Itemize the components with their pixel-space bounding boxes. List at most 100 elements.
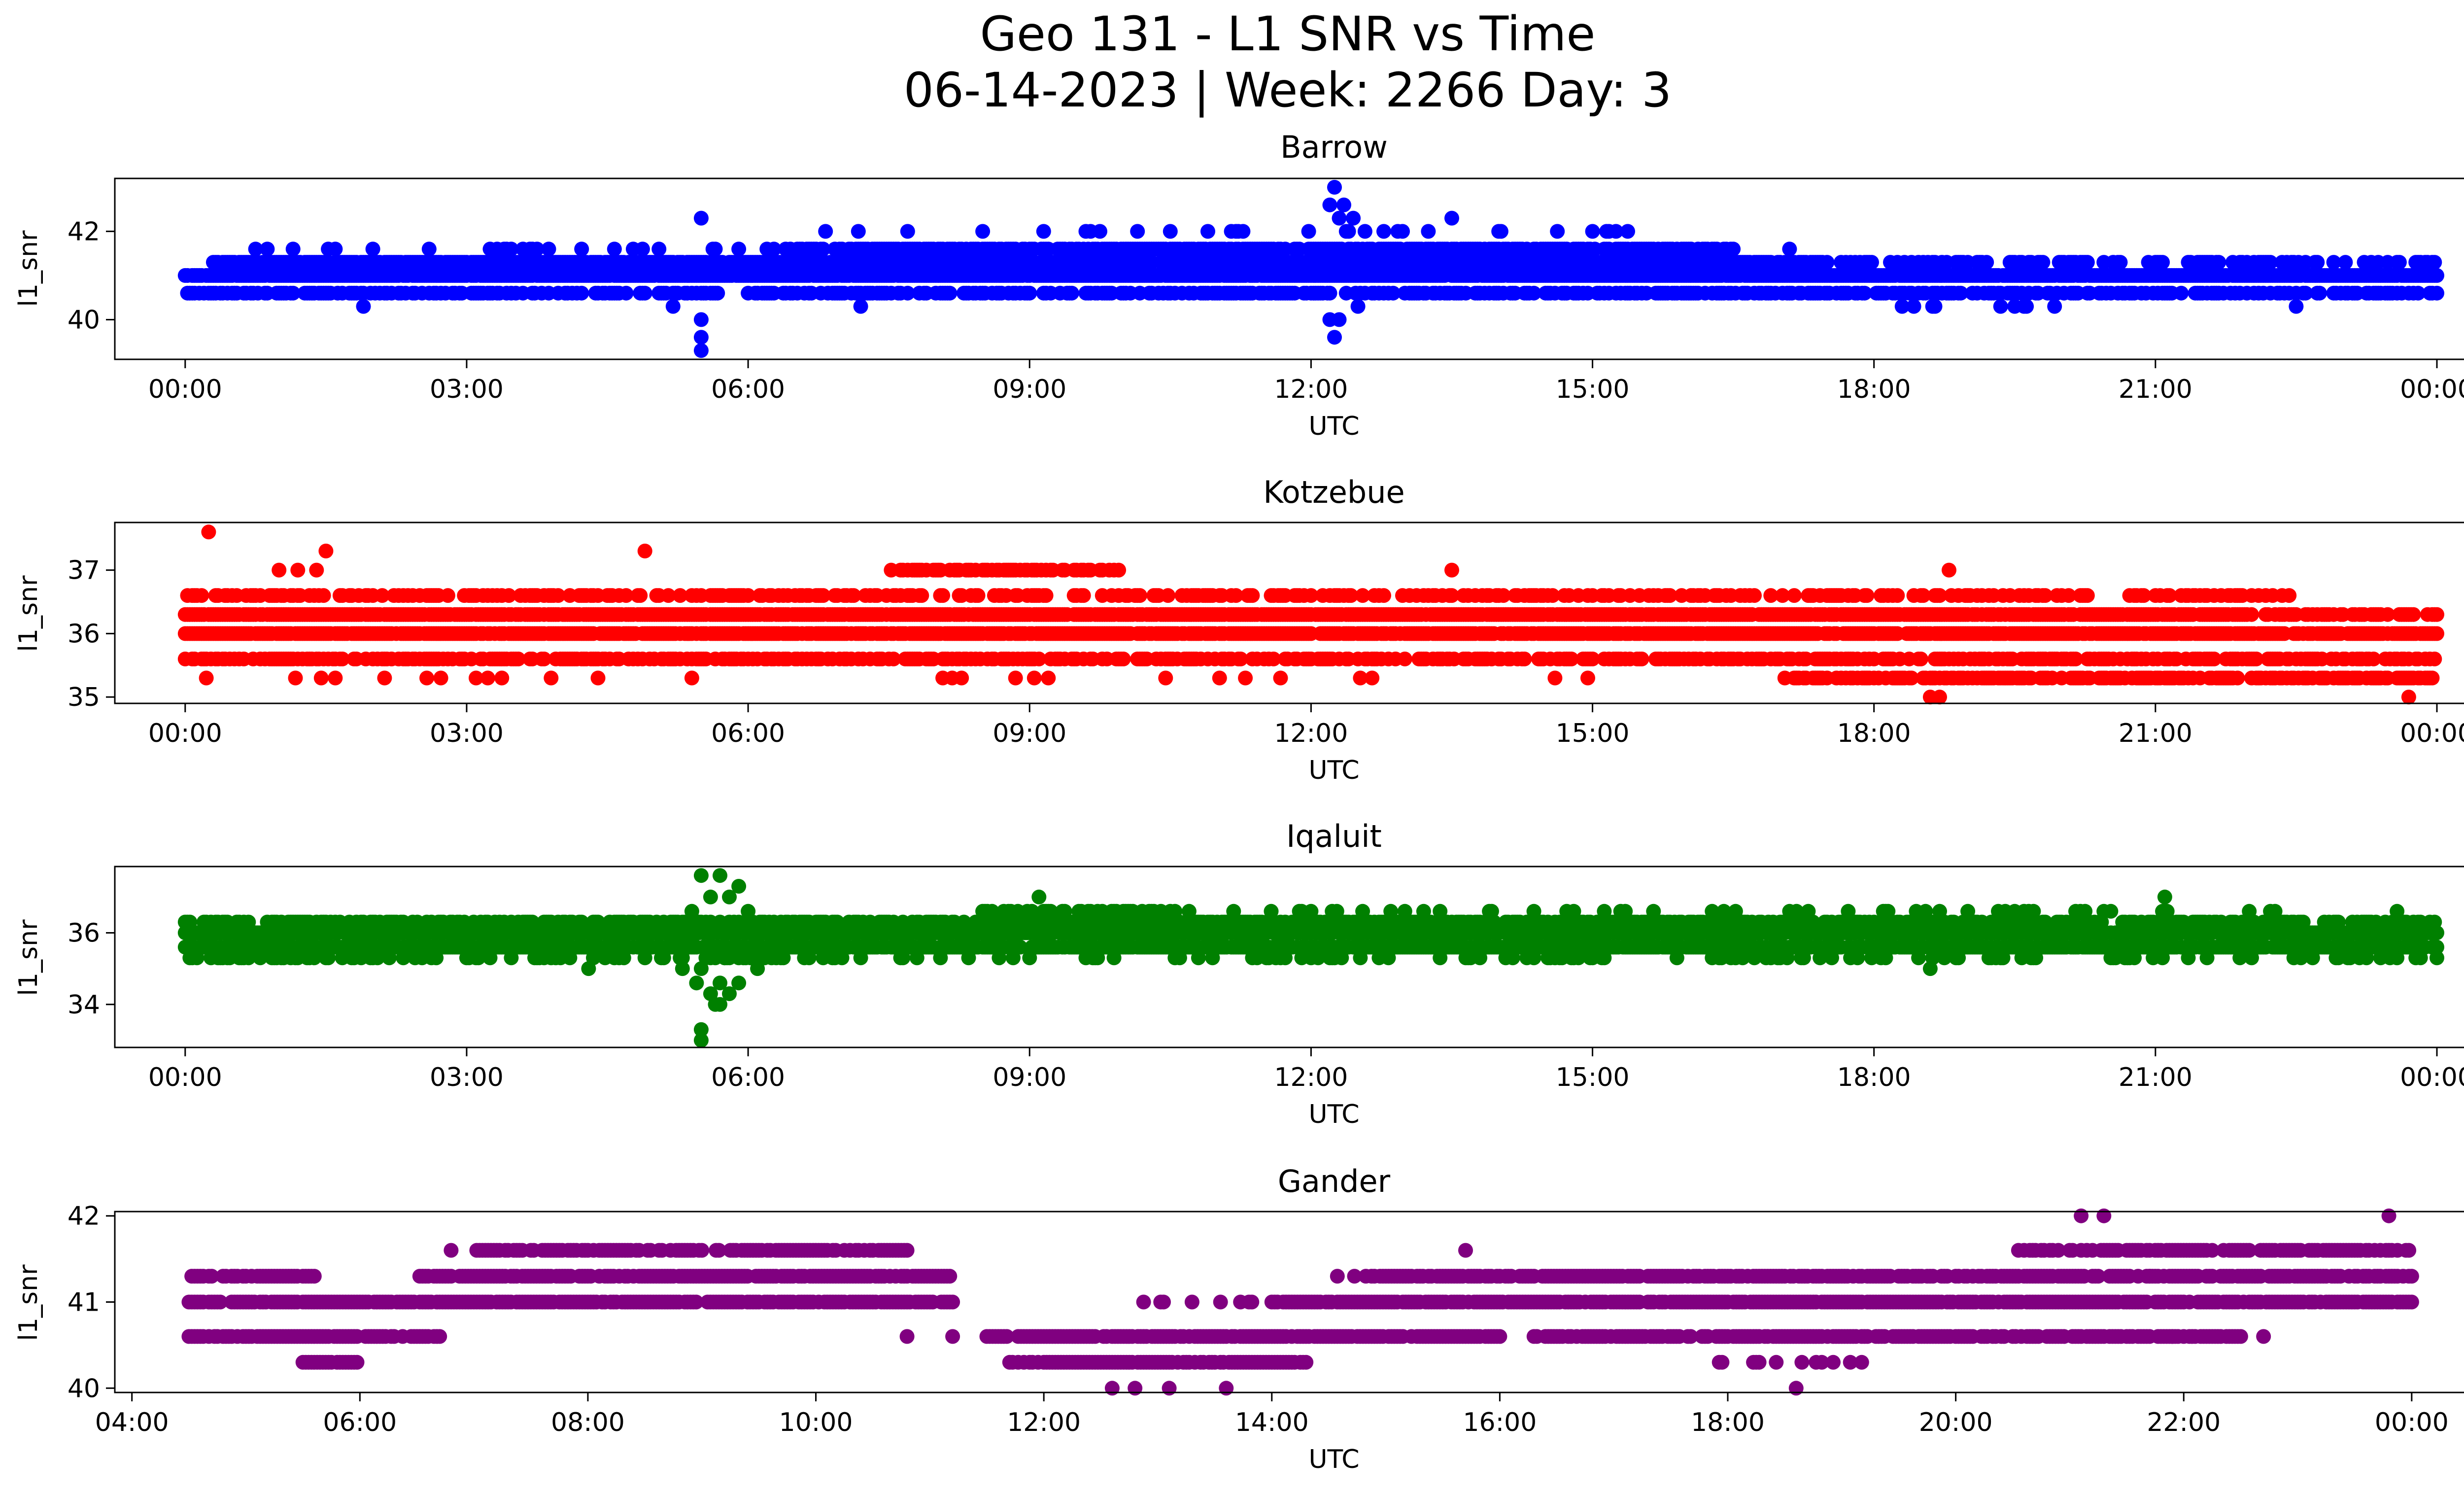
data-point [900,224,915,239]
data-point [1336,197,1351,212]
data-point [365,242,380,257]
data-point [2289,299,2304,314]
scatter-series [177,179,2444,358]
data-point [1376,224,1391,239]
data-point [1913,651,1928,666]
x-tick-label: 21:00 [2119,375,2192,404]
data-point [1726,242,1741,257]
scatter-series [177,524,2444,705]
data-point [1927,299,1943,314]
data-point [693,330,709,345]
data-point [1163,224,1178,239]
data-point [2430,607,2444,622]
data-point [818,224,833,239]
data-point [2430,626,2444,641]
data-point [635,242,650,257]
data-point [783,242,798,257]
data-point [693,210,709,226]
data-point [665,299,681,314]
data-point [607,242,622,257]
data-point [1550,224,1565,239]
data-point [970,588,986,603]
data-point [1585,224,1600,239]
x-tick-label: 03:00 [430,375,504,404]
data-point [421,242,437,257]
data-point [1022,285,1037,301]
x-tick-label: 18:00 [1837,375,1911,404]
data-point [2080,255,2095,270]
data-point [260,242,275,257]
data-point [2035,255,2051,270]
data-point [2427,255,2442,270]
data-point [1327,179,1342,195]
data-point [1397,651,1412,666]
data-point [1200,224,1215,239]
data-point [2310,255,2325,270]
x-tick-label: 15:00 [1556,375,1630,404]
data-point [1350,299,1366,314]
data-point [1327,330,1342,345]
data-point [1301,224,1316,239]
y-tick-label: 40 [68,305,100,335]
data-point [574,242,589,257]
x-tick-label: 06:00 [711,375,785,404]
data-point [693,312,709,327]
data-point [2017,299,2032,314]
data-point [2312,285,2327,301]
data-point [440,588,455,603]
data-point [693,343,709,358]
data-point [2406,607,2421,622]
data-point [2430,268,2444,283]
data-point [633,588,648,603]
x-tick-label: 12:00 [1274,375,1348,404]
subplot-title: Barrow [1280,129,1388,165]
data-point [2244,607,2259,622]
data-point [1116,651,1131,666]
data-point [1493,224,1508,239]
y-axis-label: l1_snr [14,575,43,652]
data-point [356,299,371,314]
data-point [285,242,301,257]
data-point [2113,255,2128,270]
data-point [316,588,331,603]
data-point [618,285,634,301]
subplot-barrow: Barrow l1_snr UTC 00:00 03:00 06:00 09:00 12… [14,129,2464,441]
data-point [637,285,652,301]
data-point [1235,224,1251,239]
data-point [1322,197,1337,212]
data-point [1038,588,1054,603]
data-point [1093,224,1107,239]
x-axis-label: UTC [1308,756,1359,785]
data-point [1620,224,1635,239]
data-point [1132,588,1147,603]
figure-title-line-2: 06-14-2023 | Week: 2266 Day: 3 [904,63,1672,118]
data-point [1894,299,1910,314]
data-point [2430,285,2444,301]
data-point [194,588,209,603]
data-point [541,242,556,257]
y-tick-label: 42 [68,217,100,246]
data-point [1076,588,1091,603]
data-point [2338,255,2353,270]
data-point [328,242,343,257]
data-point [1322,285,1337,301]
data-point [1979,255,1994,270]
data-point [731,242,747,257]
figure-title-line-1: Geo 131 - L1 SNR vs Time [980,6,1596,62]
data-point [914,588,929,603]
data-point [2211,255,2226,270]
data-point [1864,255,1879,270]
data-point [710,285,725,301]
data-point [975,224,991,239]
data-point [1332,312,1347,327]
data-point [708,242,723,257]
x-tick-label: 09:00 [992,375,1066,404]
data-point [1341,224,1356,239]
data-point [1819,255,1835,270]
subplot-title: Kotzebue [1263,474,1404,510]
data-point [2427,651,2442,666]
data-point [942,285,958,301]
data-point [1782,242,1797,257]
data-point [2174,285,2189,301]
data-point [1357,224,1372,239]
